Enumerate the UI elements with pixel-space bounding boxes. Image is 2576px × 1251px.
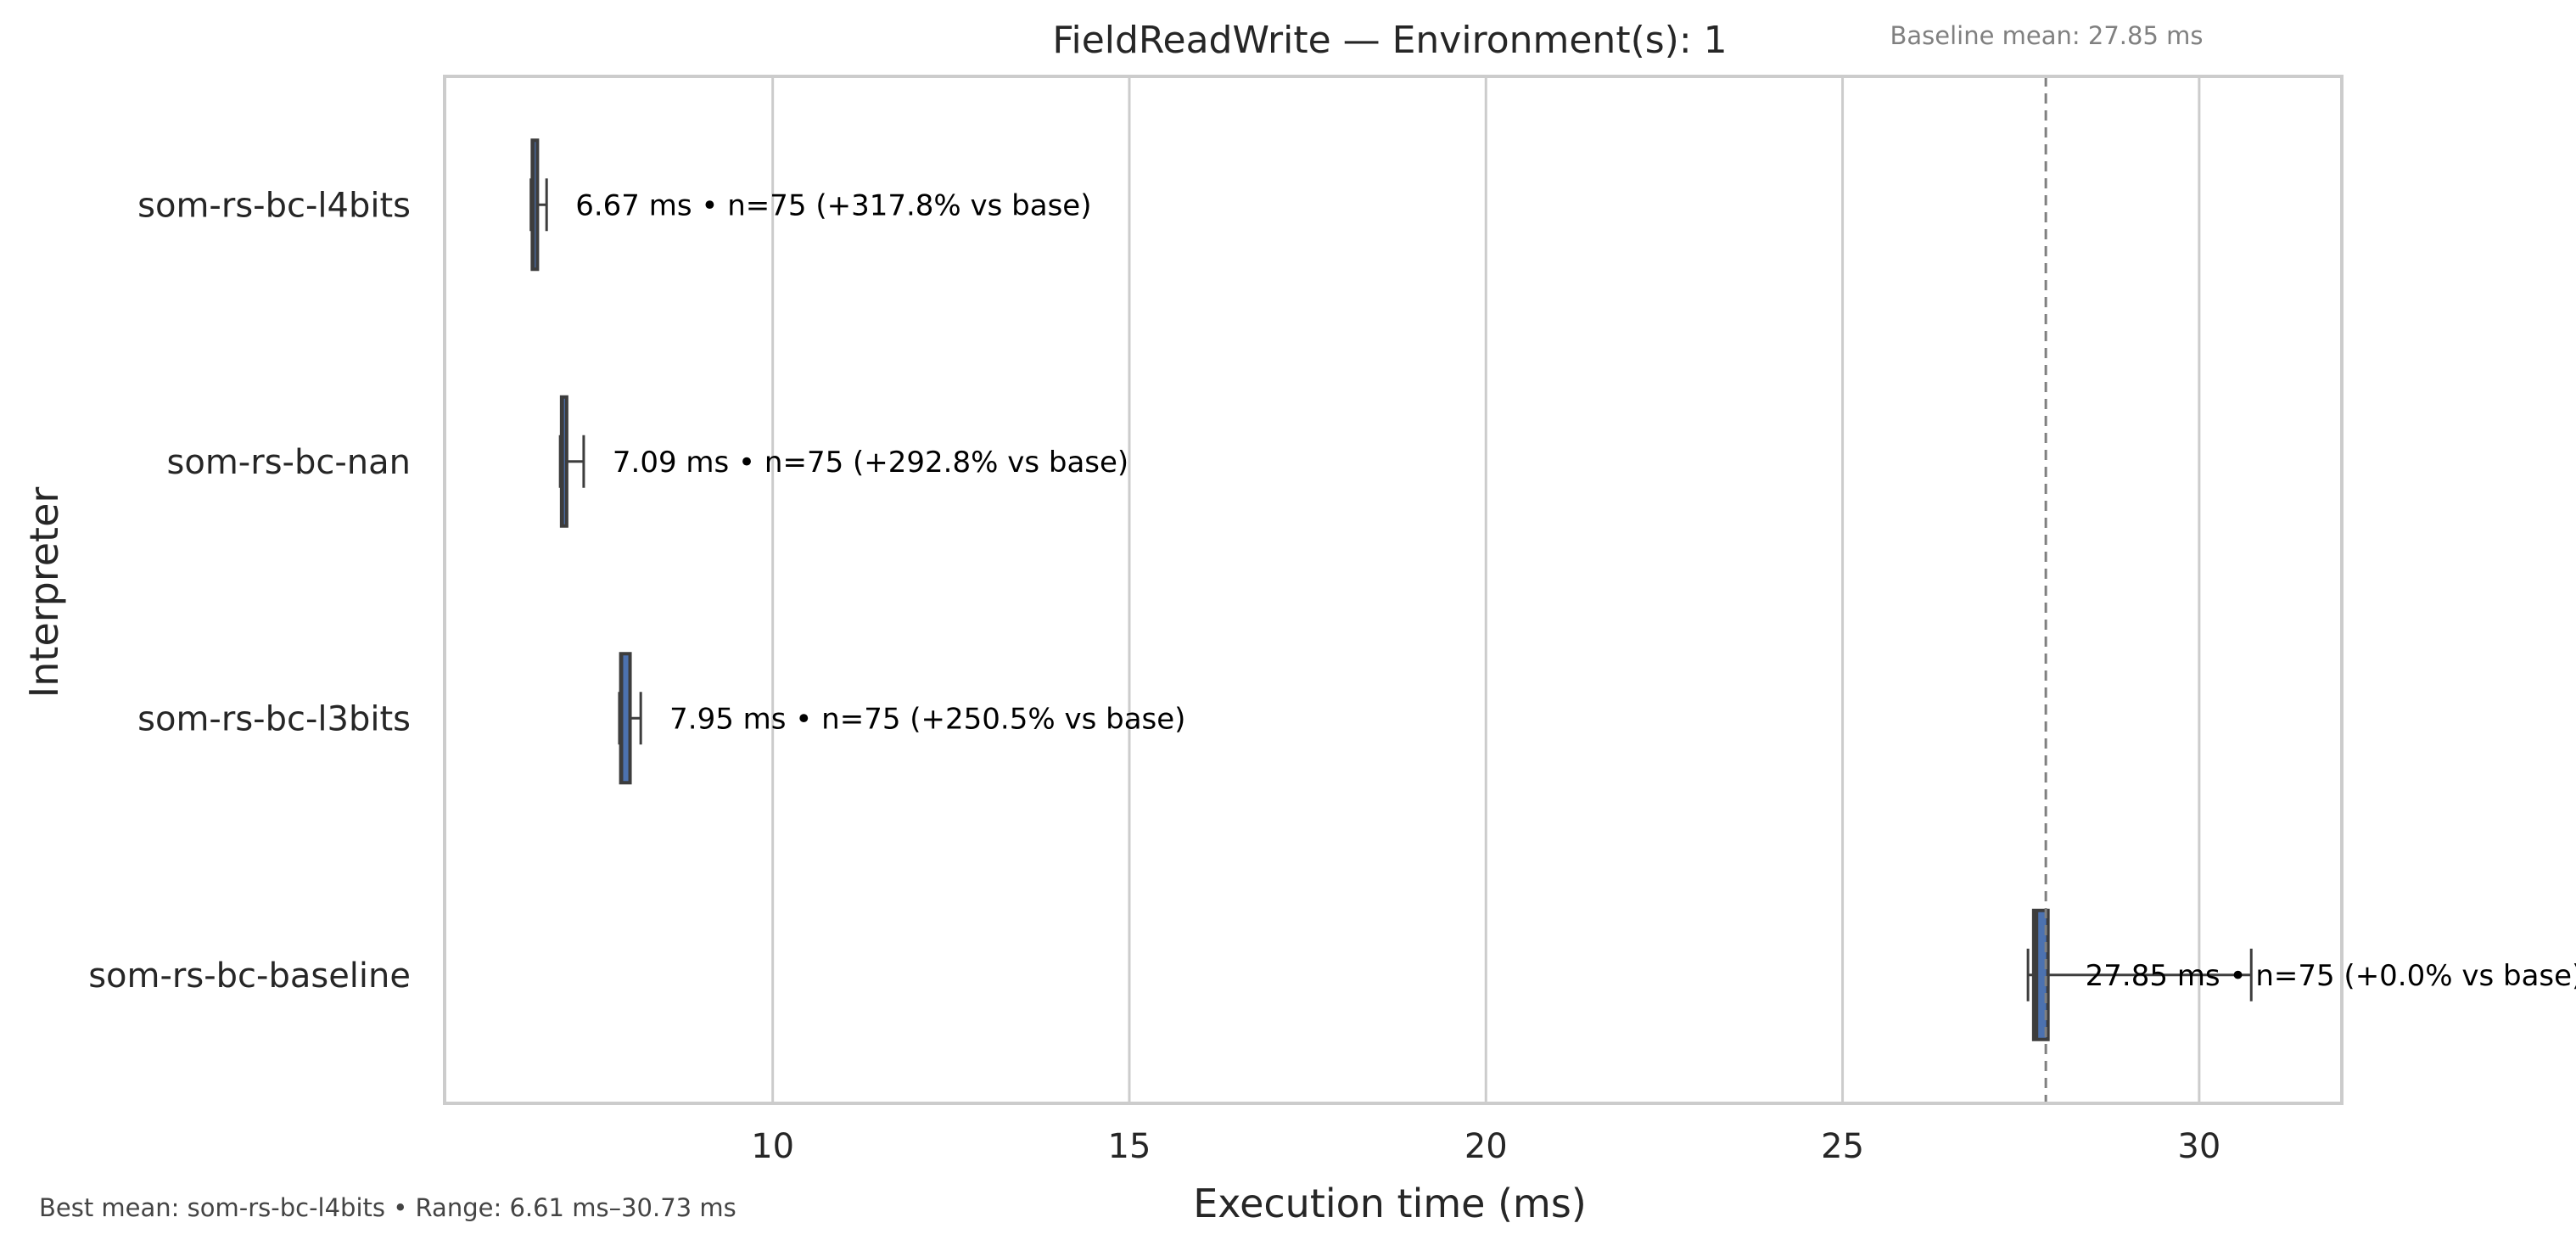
y-tick-label: som-rs-bc-l3bits <box>137 699 411 738</box>
data-label: 6.67 ms • n=75 (+317.8% vs base) <box>575 188 1091 222</box>
data-label: 7.95 ms • n=75 (+250.5% vs base) <box>669 702 1185 736</box>
y-axis-label: Interpreter <box>21 487 67 698</box>
tick-labels: 10 15 20 25 30 som-rs-bc-l4bits som-rs-bc-nan s… <box>88 186 2220 1166</box>
x-tick-label: 30 <box>2177 1127 2220 1166</box>
chart-title: FieldReadWrite — Environment(s): 1 <box>1052 19 1727 62</box>
y-tick-label: som-rs-bc-baseline <box>88 956 411 996</box>
x-tick-label: 20 <box>1464 1127 1508 1166</box>
data-label: 27.85 ms • n=75 (+0.0% vs base) <box>2086 959 2576 993</box>
footer-summary: Best mean: som-rs-bc-l4bits • Range: 6.6… <box>39 1193 736 1222</box>
plot-frame <box>443 75 2344 1105</box>
y-tick-label: som-rs-bc-l4bits <box>137 186 411 225</box>
data-label: 7.09 ms • n=75 (+292.8% vs base) <box>613 446 1128 480</box>
x-tick-label: 25 <box>1821 1127 1864 1166</box>
grid-lines <box>771 76 2201 1103</box>
baseline-annotation: Baseline mean: 27.85 ms <box>1890 21 2204 50</box>
boxes <box>529 76 2253 1103</box>
data-labels: 6.67 ms • n=75 (+317.8% vs base) 7.09 ms … <box>575 188 2576 993</box>
x-tick-label: 10 <box>751 1127 794 1166</box>
y-tick-label: som-rs-bc-nan <box>167 443 411 482</box>
x-axis-label: Execution time (ms) <box>1193 1181 1587 1226</box>
x-tick-label: 15 <box>1108 1127 1151 1166</box>
